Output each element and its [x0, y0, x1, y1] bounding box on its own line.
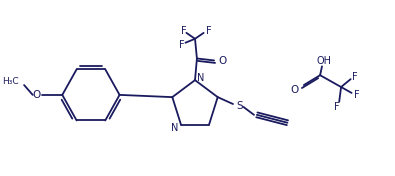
Text: N: N [171, 123, 178, 133]
Text: H₃C: H₃C [2, 77, 19, 86]
Text: S: S [236, 101, 243, 111]
Text: O: O [290, 85, 299, 95]
Text: O: O [218, 56, 227, 66]
Text: O: O [32, 90, 41, 100]
Text: F: F [354, 90, 359, 100]
Text: OH: OH [316, 56, 331, 66]
Text: F: F [179, 40, 184, 50]
Text: N: N [197, 73, 205, 83]
Text: F: F [205, 26, 211, 36]
Text: F: F [335, 102, 340, 112]
Text: F: F [181, 26, 186, 36]
Text: F: F [352, 72, 357, 82]
